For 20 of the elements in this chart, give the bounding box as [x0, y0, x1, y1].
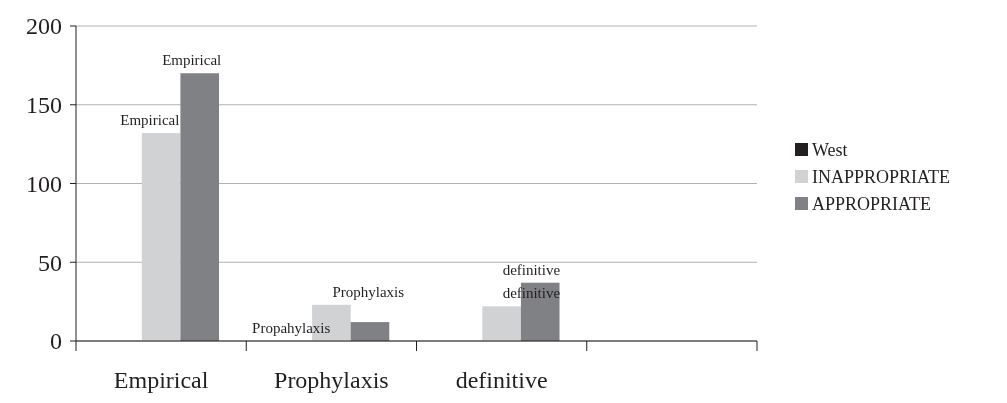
annotation: Empirical: [120, 112, 180, 129]
y-tick-label: 100: [26, 170, 62, 197]
annotation: Propahylaxis: [252, 320, 331, 336]
x-tick-label: definitive: [455, 367, 548, 393]
bar: [141, 133, 181, 341]
annotation: Empirical: [162, 52, 222, 69]
y-tick-label: 0: [50, 328, 62, 355]
x-tick-label: Prophylaxis: [274, 367, 389, 393]
y-tick-label: 150: [26, 92, 62, 119]
annotation: definitive: [502, 261, 561, 278]
bar: [350, 322, 390, 341]
y-tick-label: 200: [26, 13, 62, 40]
bar: [482, 306, 521, 341]
x-tick-label: Empirical: [113, 367, 209, 393]
y-tick-label: 50: [38, 249, 62, 276]
legend-label: INAPPROPRIATE: [812, 167, 951, 188]
legend-label: APPROPRIATE: [812, 194, 932, 215]
bar: [180, 73, 220, 341]
legend-label: West: [812, 140, 848, 161]
annotation: Prophylaxis: [332, 283, 405, 300]
